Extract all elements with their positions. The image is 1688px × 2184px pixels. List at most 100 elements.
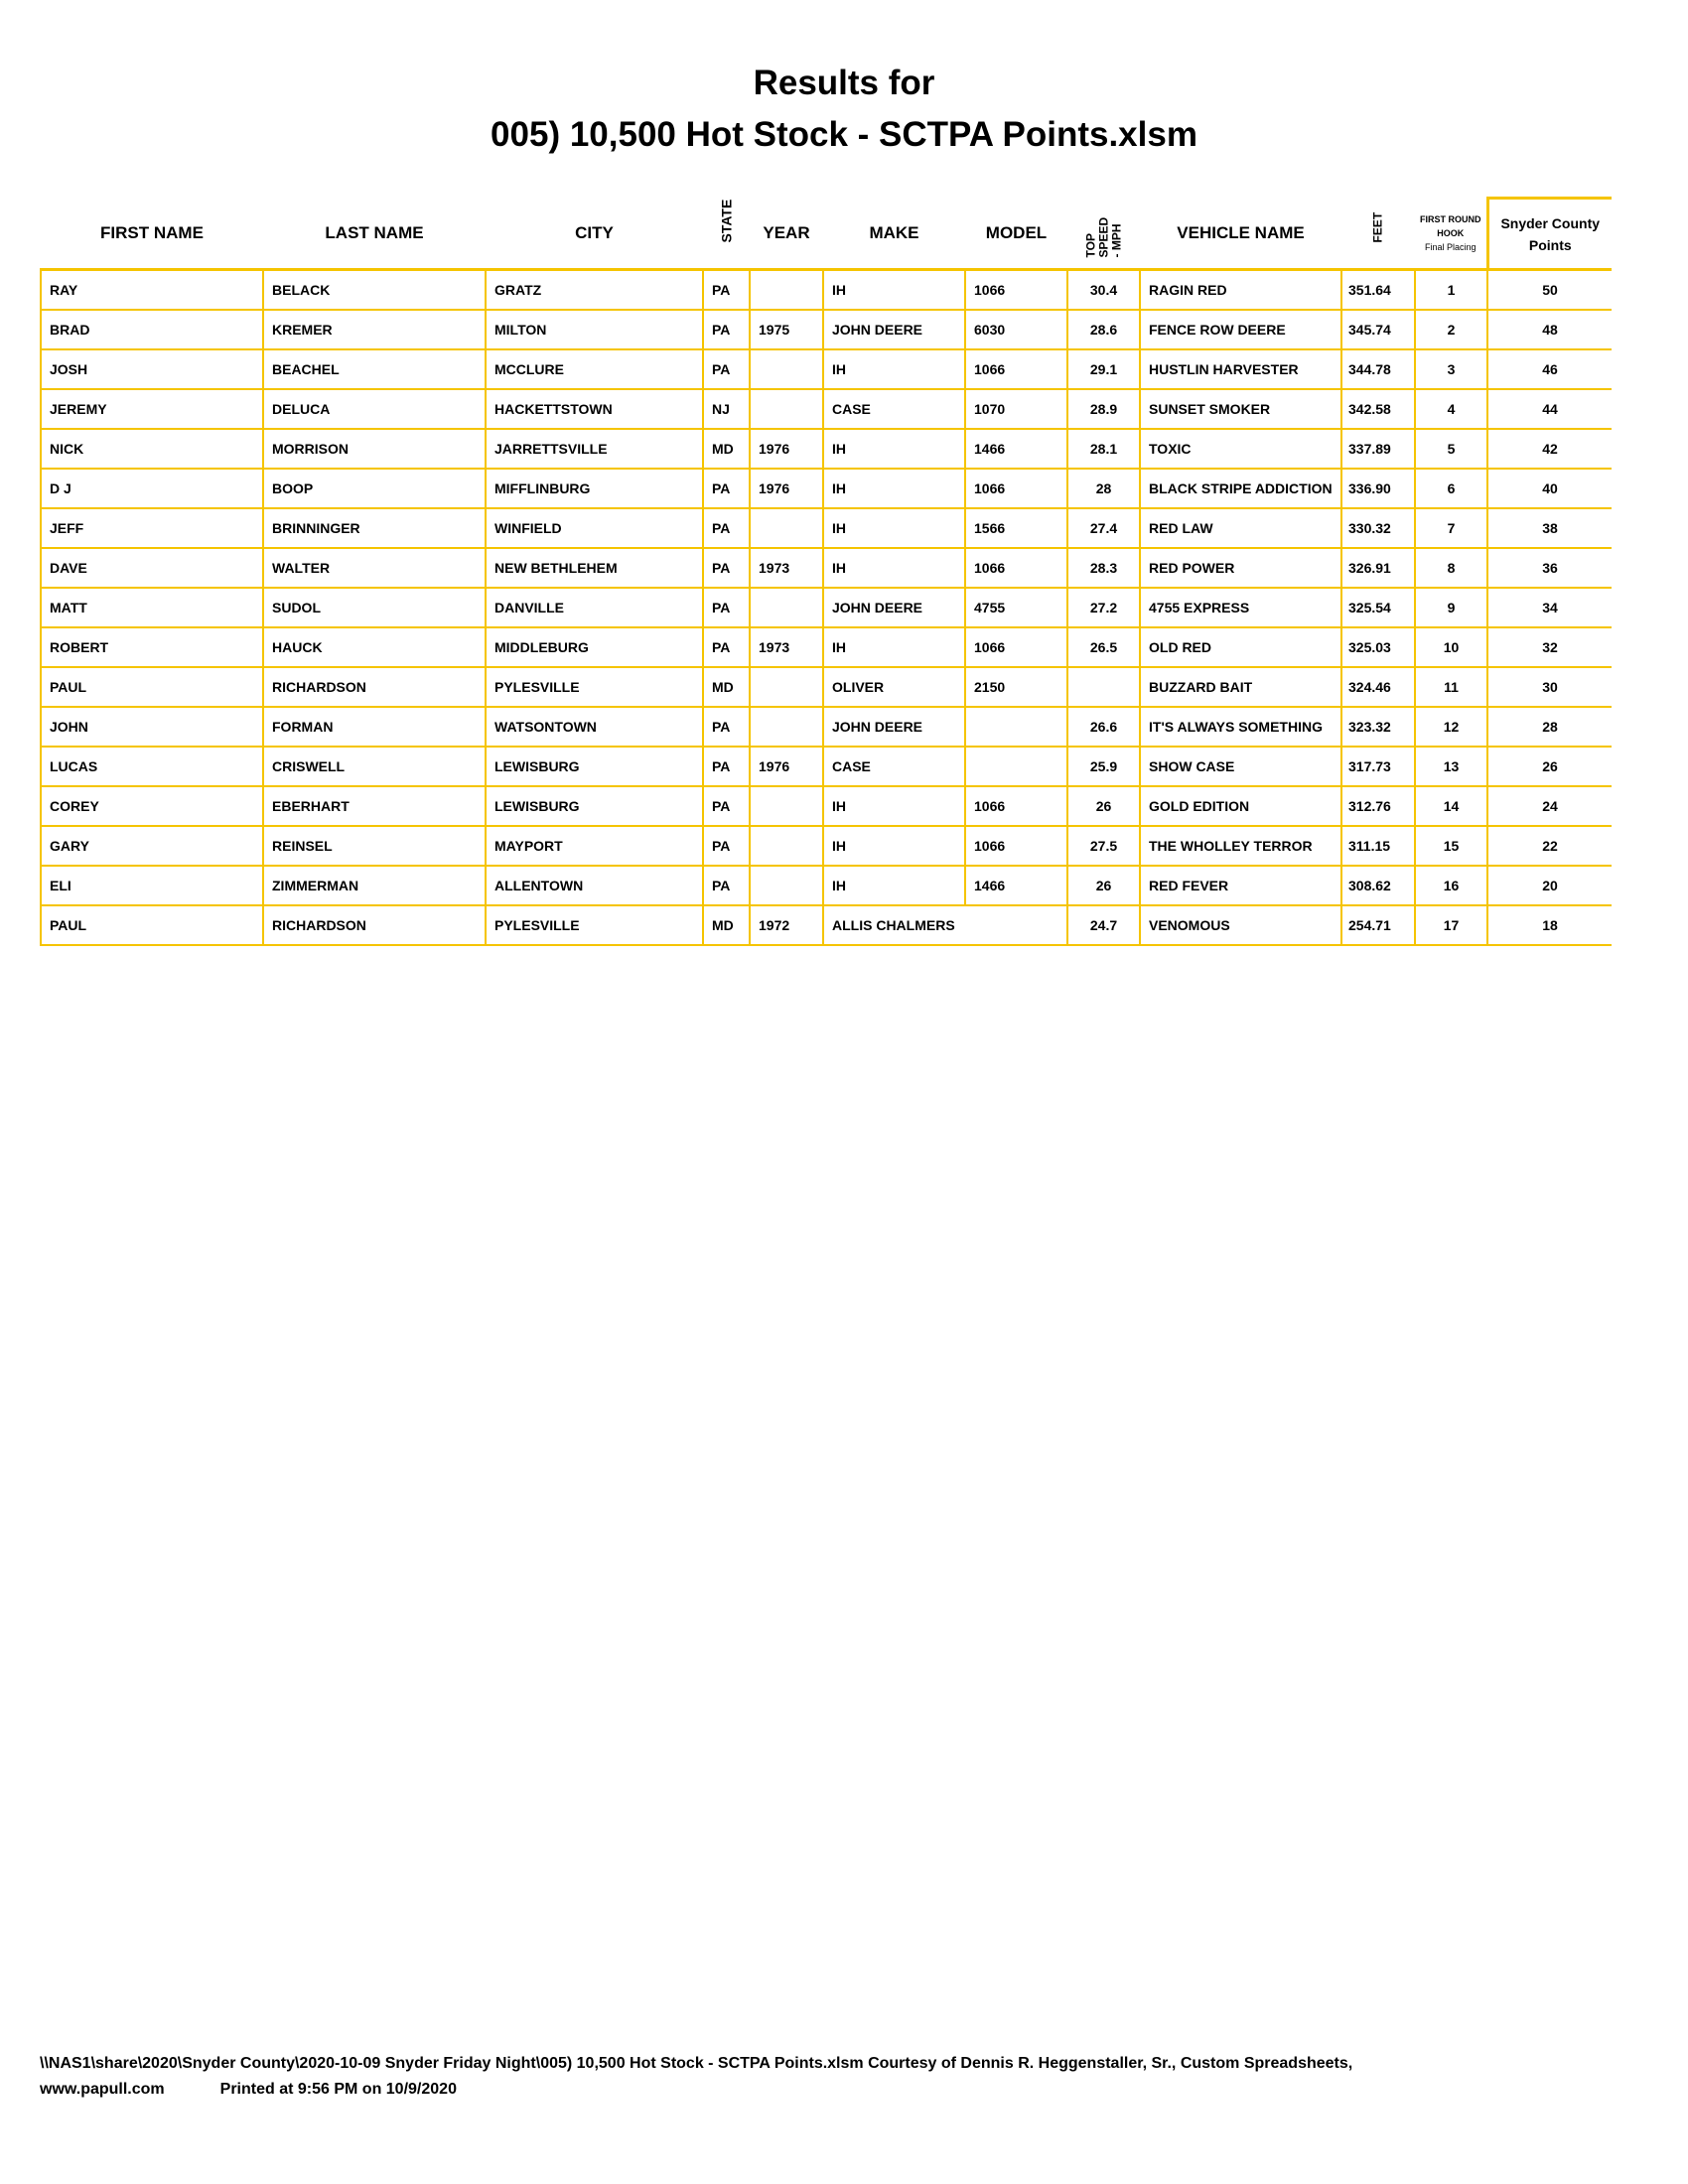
cell-points: 34: [1486, 587, 1612, 628]
cell-year: [749, 507, 824, 549]
cell-points: 36: [1486, 547, 1612, 589]
cell-state: PA: [702, 348, 751, 390]
cell-year: [749, 587, 824, 628]
cell-model: 1066: [964, 626, 1068, 668]
cell-year: [749, 785, 824, 827]
cell-state: PA: [702, 825, 751, 867]
cell-model: 1070: [964, 388, 1068, 430]
cell-points: 48: [1486, 309, 1612, 350]
cell-vehicle-name: VENOMOUS: [1139, 904, 1342, 946]
cell-feet: 330.32: [1340, 507, 1416, 549]
cell-make: CASE: [822, 388, 966, 430]
report-title: Results for: [753, 64, 935, 102]
cell-vehicle-name: RED LAW: [1139, 507, 1342, 549]
cell-feet: 345.74: [1340, 309, 1416, 350]
header-make: MAKE: [823, 198, 965, 271]
cell-last-name: REINSEL: [262, 825, 487, 867]
cell-city: MIDDLEBURG: [485, 626, 704, 668]
cell-year: [749, 388, 824, 430]
cell-feet: 342.58: [1340, 388, 1416, 430]
cell-vehicle-name: THE WHOLLEY TERROR: [1139, 825, 1342, 867]
header-top-speed-1: TOP: [1083, 233, 1097, 258]
cell-vehicle-name: IT'S ALWAYS SOMETHING: [1139, 706, 1342, 748]
cell-top-speed: [1066, 666, 1141, 708]
cell-first-name: DAVE: [40, 547, 264, 589]
header-points-1: Snyder County: [1500, 214, 1601, 231]
cell-points: 42: [1486, 428, 1612, 470]
cell-city: DANVILLE: [485, 587, 704, 628]
cell-last-name: BOOP: [262, 468, 487, 509]
cell-points: 26: [1486, 746, 1612, 787]
header-placing-1: FIRST ROUND: [1420, 213, 1481, 224]
header-state: STATE: [703, 198, 750, 271]
header-last-name: LAST NAME: [263, 198, 486, 271]
cell-first-name: RAY: [40, 268, 264, 311]
cell-placing: 14: [1414, 785, 1488, 827]
table-row: JEFF BRINNINGER WINFIELD PA IH 1566 27.4 RED LA…: [40, 507, 1612, 549]
cell-top-speed: 30.4: [1066, 268, 1141, 311]
cell-vehicle-name: TOXIC: [1139, 428, 1342, 470]
cell-make: JOHN DEERE: [822, 587, 966, 628]
cell-model: 1466: [964, 428, 1068, 470]
cell-top-speed: 25.9: [1066, 746, 1141, 787]
cell-placing: 13: [1414, 746, 1488, 787]
cell-points: 50: [1486, 268, 1612, 311]
cell-make: CASE: [822, 746, 966, 787]
cell-first-name: MATT: [40, 587, 264, 628]
cell-last-name: BEACHEL: [262, 348, 487, 390]
cell-feet: 312.76: [1340, 785, 1416, 827]
cell-placing: 6: [1414, 468, 1488, 509]
cell-placing: 15: [1414, 825, 1488, 867]
cell-vehicle-name: GOLD EDITION: [1139, 785, 1342, 827]
cell-feet: 337.89: [1340, 428, 1416, 470]
cell-make: IH: [822, 626, 966, 668]
header-feet-label: FEET: [1370, 212, 1385, 243]
footer: \\NAS1\share\2020\Snyder County\2020-10-…: [40, 2051, 1589, 2103]
cell-make: IH: [822, 507, 966, 549]
table-row: JOSH BEACHEL MCCLURE PA IH 1066 29.1 HUSTLIN HA…: [40, 348, 1612, 390]
cell-year: 1976: [749, 746, 824, 787]
cell-placing: 17: [1414, 904, 1488, 946]
cell-last-name: RICHARDSON: [262, 904, 487, 946]
cell-placing: 10: [1414, 626, 1488, 668]
cell-last-name: CRISWELL: [262, 746, 487, 787]
cell-city: NEW BETHLEHEM: [485, 547, 704, 589]
cell-state: PA: [702, 706, 751, 748]
cell-first-name: D J: [40, 468, 264, 509]
cell-model: [964, 746, 1068, 787]
cell-year: 1975: [749, 309, 824, 350]
header-feet: FEET: [1341, 198, 1415, 271]
cell-year: [749, 268, 824, 311]
table-row: DAVE WALTER NEW BETHLEHEM PA 1973 IH 1066 28.3 R…: [40, 547, 1612, 589]
cell-points: 30: [1486, 666, 1612, 708]
cell-year: 1976: [749, 428, 824, 470]
cell-vehicle-name: OLD RED: [1139, 626, 1342, 668]
cell-last-name: EBERHART: [262, 785, 487, 827]
header-placing: FIRST ROUND HOOK Final Placing: [1415, 198, 1487, 271]
cell-top-speed: 27.5: [1066, 825, 1141, 867]
cell-feet: 317.73: [1340, 746, 1416, 787]
footer-printed: Printed at 9:56 PM on 10/9/2020: [219, 2081, 457, 2098]
header-model: MODEL: [965, 198, 1067, 271]
cell-first-name: JOSH: [40, 348, 264, 390]
cell-state: MD: [702, 666, 751, 708]
cell-model: 1566: [964, 507, 1068, 549]
cell-placing: 8: [1414, 547, 1488, 589]
cell-state: PA: [702, 468, 751, 509]
cell-last-name: SUDOL: [262, 587, 487, 628]
cell-last-name: KREMER: [262, 309, 487, 350]
header-state-label: STATE: [718, 199, 734, 243]
cell-city: ALLENTOWN: [485, 865, 704, 906]
cell-top-speed: 26.5: [1066, 626, 1141, 668]
cell-state: PA: [702, 865, 751, 906]
cell-city: PYLESVILLE: [485, 904, 704, 946]
cell-placing: 5: [1414, 428, 1488, 470]
cell-top-speed: 26: [1066, 785, 1141, 827]
cell-make: IH: [822, 785, 966, 827]
cell-model: 1066: [964, 468, 1068, 509]
cell-top-speed: 24.7: [1066, 904, 1141, 946]
cell-feet: 308.62: [1340, 865, 1416, 906]
footer-path: \\NAS1\share\2020\Snyder County\2020-10-…: [40, 2055, 1353, 2098]
cell-first-name: COREY: [40, 785, 264, 827]
cell-state: PA: [702, 626, 751, 668]
